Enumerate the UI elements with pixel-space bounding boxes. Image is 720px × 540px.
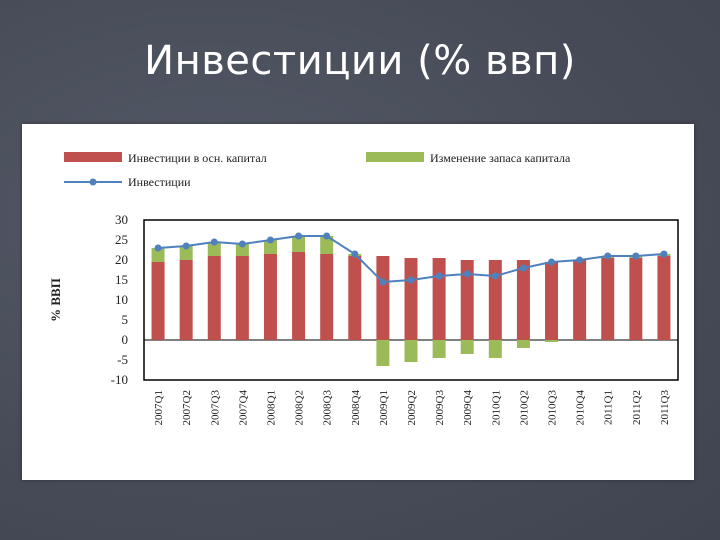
x-category-label: 2011Q1 [603,390,615,425]
point-investment [407,276,415,284]
x-category-label: 2009Q1 [378,390,390,425]
x-category-label: 2009Q2 [406,390,418,425]
x-category-label: 2010Q1 [490,390,502,425]
bar-fixed-investment [404,258,418,340]
point-investment [266,236,274,244]
bar-fixed-investment [207,256,221,340]
point-investment [154,244,162,252]
x-category-label: 2010Q2 [518,390,530,425]
point-investment [604,252,612,260]
bar-inventory-change [488,340,502,358]
bar-fixed-investment [263,254,277,340]
bar-inventory-change [292,236,306,252]
bar-inventory-change [207,242,221,256]
bar-fixed-investment [376,256,390,340]
slide-title: Инвестиции (% ввп) [144,38,576,84]
bar-fixed-investment [151,262,165,340]
point-investment [182,242,190,250]
bar-fixed-investment [235,256,249,340]
bar-inventory-change [151,248,165,262]
y-tick-label: -10 [111,372,128,387]
point-investment [323,232,331,240]
x-category-label: 2011Q2 [631,390,643,425]
bar-inventory-change [432,340,446,358]
bar-inventory-change [460,340,474,354]
bar-fixed-investment [516,260,530,340]
investment-chart: Инвестиции в осн. капитал Изменение запас… [48,151,679,426]
x-category-label: 2009Q3 [434,390,446,426]
bar-fixed-investment [460,260,474,340]
bar-fixed-investment [292,252,306,340]
y-tick-label: 15 [115,272,128,287]
legend-marker-investment [89,178,97,186]
x-category-label: 2008Q1 [265,390,277,425]
bar-fixed-investment [601,258,615,340]
legend-swatch-fixed-investment [64,152,122,162]
point-investment [295,232,303,240]
x-category-label: 2011Q3 [659,390,671,426]
x-category-label: 2008Q3 [322,390,334,426]
y-tick-label: -5 [117,352,128,367]
bar-inventory-change [545,340,559,342]
point-investment [351,250,359,258]
y-tick-label: 20 [115,252,128,267]
x-category-label: 2008Q2 [294,390,306,425]
point-investment [210,238,218,246]
x-category-label: 2008Q4 [350,390,362,426]
x-category-label: 2007Q4 [237,390,249,426]
y-tick-label: 0 [122,332,129,347]
bar-fixed-investment [320,254,334,340]
bar-fixed-investment [179,260,193,340]
y-tick-label: 25 [115,232,128,247]
y-tick-label: 10 [115,292,128,307]
point-investment [548,258,556,266]
point-investment [576,256,584,264]
bar-inventory-change [263,240,277,254]
point-investment [491,272,499,280]
x-category-label: 2007Q3 [209,390,221,426]
legend-swatch-inventory-change [366,152,424,162]
bar-inventory-change [516,340,530,348]
x-category-label: 2007Q1 [153,390,165,425]
plot-area-frame [143,219,679,381]
bar-fixed-investment [657,256,671,340]
point-investment [238,240,246,248]
point-investment [519,264,527,272]
legend-label-fixed-investment: Инвестиции в осн. капитал [128,151,267,165]
x-category-label: 2009Q4 [462,390,474,426]
y-tick-label: 30 [115,212,128,227]
bar-inventory-change [376,340,390,366]
bar-fixed-investment [488,260,502,340]
bar-inventory-change [404,340,418,362]
x-category-label: 2007Q2 [181,390,193,425]
legend-label-investment: Инвестиции [128,175,191,189]
legend-label-inventory-change: Изменение запаса капитала [430,151,571,165]
x-category-label: 2010Q4 [575,390,587,426]
y-tick-label: 5 [122,312,129,327]
bar-fixed-investment [629,258,643,340]
point-investment [463,270,471,278]
point-investment [660,250,668,258]
bar-fixed-investment [432,258,446,340]
y-axis-label: % ВВП [48,278,63,322]
bar-fixed-investment [348,256,362,340]
bar-inventory-change [179,246,193,260]
point-investment [632,252,640,260]
chart-panel: Инвестиции в осн. капитал Изменение запас… [22,124,694,480]
bar-fixed-investment [573,260,587,340]
bar-inventory-change [235,244,249,256]
bar-inventory-change [320,236,334,254]
point-investment [379,278,387,286]
bar-fixed-investment [545,262,559,340]
x-category-label: 2010Q3 [547,390,559,426]
point-investment [435,272,443,280]
